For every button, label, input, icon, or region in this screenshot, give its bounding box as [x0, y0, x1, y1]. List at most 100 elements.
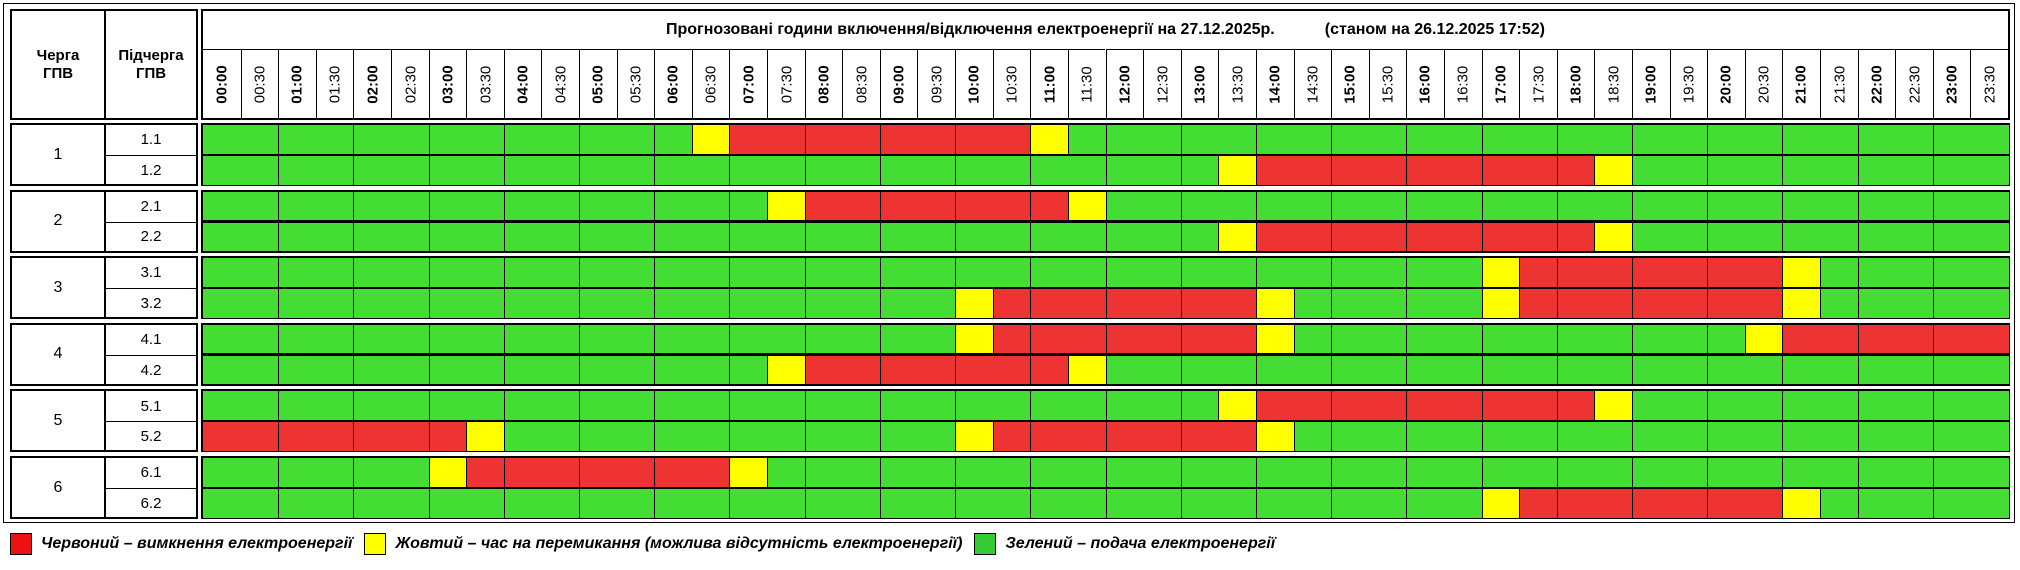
time-slot: [1932, 156, 1971, 185]
time-slot: [315, 422, 355, 451]
time-slot: [579, 156, 618, 185]
time-label: 09:00: [890, 64, 908, 104]
time-column-header: 06:30: [691, 49, 730, 118]
time-label: 11:30: [1078, 65, 1096, 103]
slot-grid-group: [201, 256, 2010, 320]
time-slot: [1368, 156, 1407, 185]
time-slot: [1293, 489, 1332, 518]
time-label: 03:30: [477, 65, 495, 103]
time-slot: [1443, 222, 1483, 252]
time-column-header: 03:30: [466, 49, 504, 118]
time-slot: [203, 355, 242, 385]
time-slot: [1707, 156, 1746, 185]
time-slot: [1368, 191, 1407, 221]
time-slot: [1443, 391, 1483, 420]
time-slot: [767, 258, 806, 287]
time-slot: [541, 324, 580, 354]
time-slot: [616, 324, 655, 354]
time-column-header: 15:00: [1331, 49, 1369, 118]
time-label: 17:00: [1492, 64, 1510, 104]
time-slot: [1744, 258, 1783, 287]
time-slot: [203, 258, 242, 287]
status-text: (станом на 26.12.2025 17:52): [1324, 21, 1545, 38]
time-slot: [1556, 489, 1595, 518]
time-slot: [428, 156, 467, 185]
time-slot: [203, 125, 242, 154]
time-slot: [1782, 458, 1821, 487]
time-slot: [1594, 258, 1633, 287]
time-slot: [1895, 489, 1934, 518]
time-slot: [917, 125, 956, 154]
time-label: 10:00: [965, 64, 983, 104]
time-slot: [428, 125, 467, 154]
time-slot: [1218, 324, 1257, 354]
time-column-header: 09:00: [879, 49, 918, 118]
time-slot: [804, 125, 843, 154]
time-slot: [1406, 324, 1445, 354]
time-slot: [278, 391, 317, 420]
slot-grid-group: [201, 322, 2010, 386]
time-label: 02:30: [401, 65, 419, 103]
subqueue-header-label: Підчерга ГПВ: [118, 46, 184, 82]
queue-number: 5: [53, 411, 63, 429]
time-column-header: 07:00: [729, 49, 768, 118]
time-slot: [1180, 289, 1219, 318]
time-slot: [1218, 355, 1257, 385]
time-slot: [1293, 422, 1332, 451]
time-slot: [1481, 258, 1520, 287]
time-slot: [917, 258, 956, 287]
time-label: 23:30: [1981, 65, 1999, 103]
time-slot: [654, 324, 693, 354]
time-label: 05:00: [589, 64, 607, 104]
time-slot: [1707, 391, 1746, 420]
time-label: 18:00: [1567, 64, 1585, 104]
time-label: 12:00: [1116, 64, 1134, 104]
time-slot: [616, 391, 655, 420]
subqueue-label: 5.1: [140, 397, 162, 415]
time-slot: [353, 125, 392, 154]
time-slot: [503, 125, 543, 154]
time-slot: [842, 489, 881, 518]
time-slot: [278, 422, 317, 451]
time-label: 16:30: [1454, 65, 1472, 103]
time-slot: [1932, 391, 1971, 420]
time-column-header: 18:00: [1556, 49, 1595, 118]
time-slot: [1143, 191, 1182, 221]
time-slot: [992, 191, 1031, 221]
time-slot: [1594, 324, 1633, 354]
time-slot: [1819, 489, 1859, 518]
time-slot: [541, 258, 580, 287]
time-slot: [1519, 422, 1558, 451]
time-slot: [1293, 458, 1332, 487]
time-column-header: 16:00: [1406, 49, 1444, 118]
time-slot: [1143, 391, 1182, 420]
time-slot: [1105, 355, 1144, 385]
time-slot: [1594, 489, 1633, 518]
time-slot: [1255, 191, 1295, 221]
subqueue-label: 6.1: [140, 464, 162, 482]
time-slot: [1631, 324, 1671, 354]
time-slot: [1030, 422, 1069, 451]
legend-item: Червоний – вимкнення електроенергії: [10, 533, 352, 555]
time-slot: [1331, 458, 1370, 487]
time-slot: [1519, 391, 1558, 420]
time-slot: [428, 422, 467, 451]
queue-cell: 1: [10, 123, 106, 186]
time-slot: [315, 324, 355, 354]
time-slot: [1895, 289, 1934, 318]
time-slot: [1519, 289, 1558, 318]
time-slot: [842, 289, 881, 318]
time-slot: [240, 258, 279, 287]
time-slot: [1782, 156, 1821, 185]
time-label: 11:00: [1041, 65, 1059, 103]
time-slot: [729, 125, 768, 154]
time-slot: [1443, 289, 1483, 318]
time-slot: [1406, 422, 1445, 451]
time-slot: [1218, 458, 1257, 487]
time-slot: [1932, 125, 1971, 154]
time-slot: [1631, 289, 1671, 318]
legend-item: Жовтий – час на перемикання (можлива від…: [364, 533, 962, 555]
time-slot: [1895, 458, 1934, 487]
time-column-header: 19:00: [1631, 49, 1670, 118]
time-slot: [1744, 222, 1783, 252]
